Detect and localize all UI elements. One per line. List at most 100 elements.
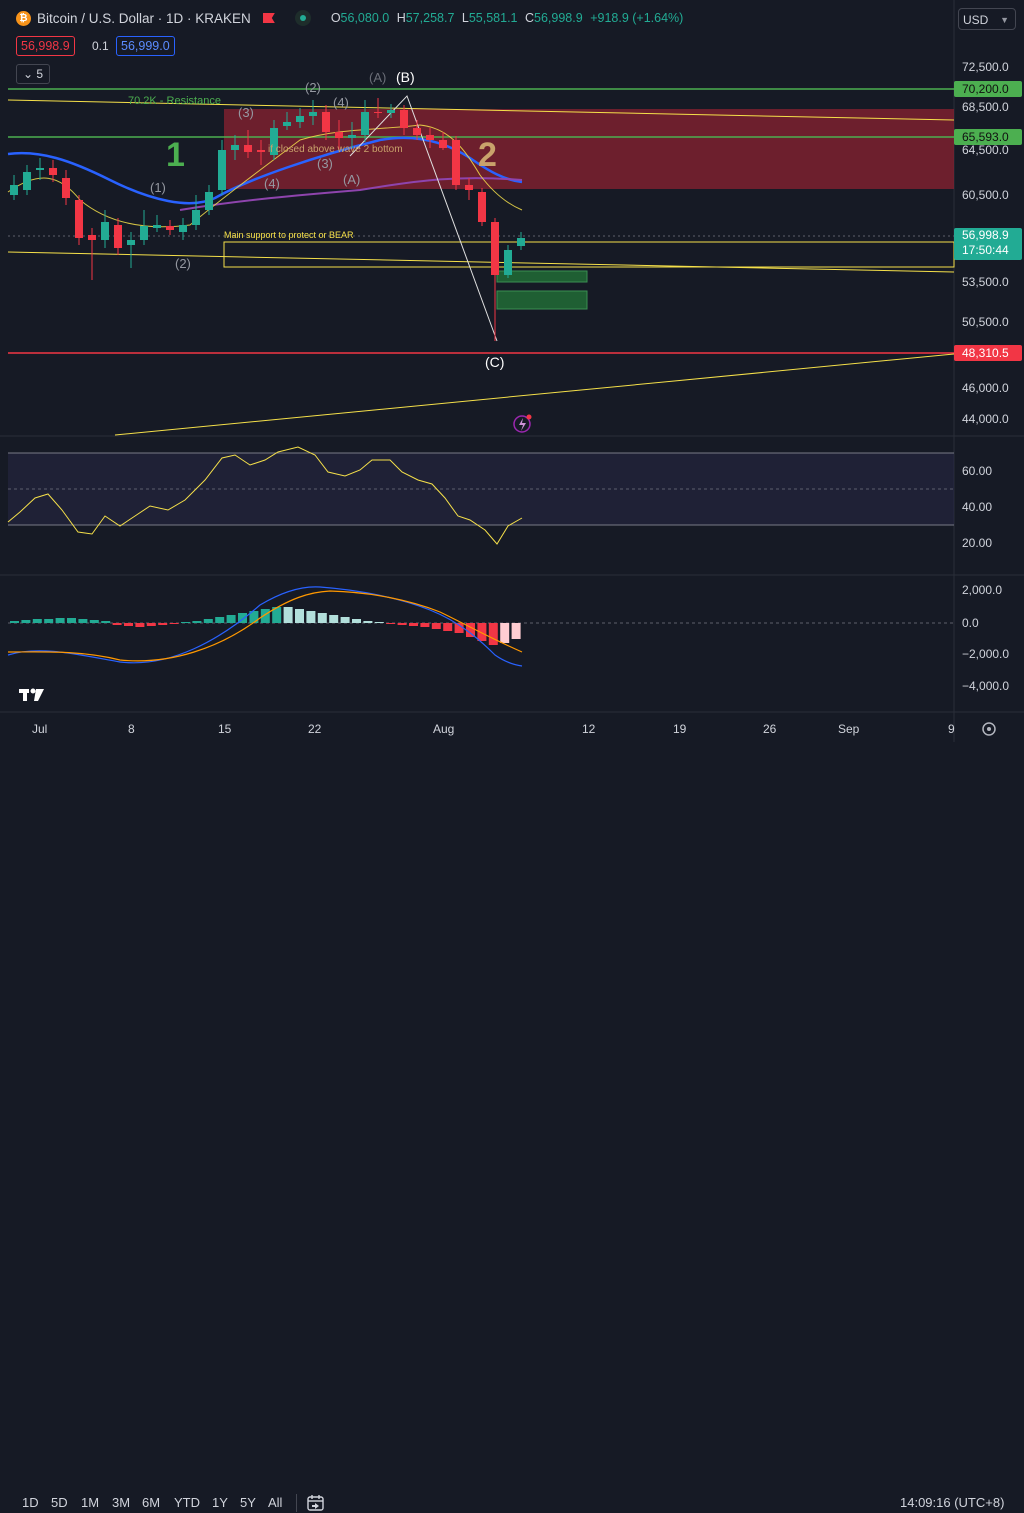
trendline-rising[interactable] [114,353,955,436]
candle-body[interactable] [348,135,356,138]
candle-body[interactable] [374,112,382,113]
macd-bar[interactable] [124,623,133,626]
candle-body[interactable] [478,192,486,222]
timeframe-1y[interactable]: 1Y [212,1495,228,1510]
macd-bar[interactable] [181,622,190,623]
macd-bar[interactable] [477,623,487,641]
macd-bar[interactable] [215,617,225,623]
macd-bar[interactable] [78,619,88,623]
trendline-top[interactable] [7,99,955,121]
candle-body[interactable] [192,210,200,225]
timeframe-all[interactable]: All [268,1495,283,1510]
macd-bar[interactable] [55,618,65,623]
trendline-bottom[interactable] [7,251,955,273]
currency-select[interactable]: USD ▼ [958,8,1016,30]
candle-body[interactable] [517,238,525,246]
candle-body[interactable] [10,185,18,195]
timeframe-1d[interactable]: 1D [22,1495,39,1510]
candle-body[interactable] [36,168,44,170]
candle-body[interactable] [309,112,317,116]
macd-bar[interactable] [397,623,407,625]
market-status-icon[interactable] [294,10,311,26]
candle-body[interactable] [101,222,109,240]
candle-body[interactable] [75,200,83,238]
candle-body[interactable] [452,140,460,185]
candle-body[interactable] [218,150,226,190]
elliott-wave-path[interactable] [349,95,498,342]
signal-line[interactable] [7,590,523,662]
buy-button[interactable]: 56,999.0 [116,36,175,56]
chart-canvas[interactable]: 70.2K - Resistance 1 2 if closed above w… [0,0,1024,742]
candle-body[interactable] [231,145,239,150]
candle-body[interactable] [439,140,447,148]
candle-body[interactable] [400,110,408,128]
macd-bar[interactable] [146,623,156,626]
candle-body[interactable] [166,226,174,230]
macd-bar[interactable] [158,623,168,625]
macd-bar[interactable] [249,611,259,623]
macd-bar[interactable] [192,621,202,623]
macd-bar[interactable] [89,620,99,623]
macd-bar[interactable] [409,623,418,626]
macd-bar[interactable] [44,619,54,623]
macd-bar[interactable] [374,622,384,623]
macd-bar[interactable] [67,618,76,623]
main-support-box[interactable] [223,241,955,268]
sell-button[interactable]: 56,998.9 [16,36,75,56]
candle-body[interactable] [270,128,278,155]
macd-bar[interactable] [295,609,304,623]
calendar-icon[interactable] [306,1493,326,1513]
timeframe-3m[interactable]: 3M [112,1495,131,1510]
macd-bar[interactable] [112,623,122,625]
timeframe-1m[interactable]: 1M [81,1495,100,1510]
macd-bar[interactable] [443,623,453,631]
ma-blue[interactable] [7,136,523,205]
macd-bar[interactable] [32,619,42,623]
candle-body[interactable] [114,225,122,248]
candle-body[interactable] [387,110,395,113]
candle-body[interactable] [257,150,265,152]
candle-body[interactable] [361,112,369,135]
candle-body[interactable] [283,122,291,126]
macd-bar[interactable] [386,623,396,624]
rsi-line[interactable] [7,446,523,545]
candle-body[interactable] [62,178,70,198]
macd-bar[interactable] [329,615,339,623]
candle-body[interactable] [335,132,343,138]
macd-bar[interactable] [317,613,327,623]
gear-icon[interactable] [982,722,996,736]
candle-body[interactable] [244,145,252,152]
macd-bar[interactable] [238,613,247,623]
macd-bar[interactable] [306,611,316,623]
macd-bar[interactable] [511,623,521,639]
candle-body[interactable] [140,226,148,240]
indicators-toggle[interactable]: ⌄ 5 [16,64,51,84]
macd-bar[interactable] [454,623,464,633]
macd-line[interactable] [7,586,523,667]
candlesticks[interactable] [10,98,525,341]
clock-timezone[interactable]: 14:09:16 (UTC+8) [900,1495,1005,1510]
candle-body[interactable] [413,128,421,135]
timeframe-ytd[interactable]: YTD [174,1495,200,1510]
candle-body[interactable] [465,185,473,190]
candle-body[interactable] [153,225,161,228]
flag-icon[interactable] [262,13,275,23]
timeframe-6m[interactable]: 6M [142,1495,161,1510]
demand-zone-2[interactable] [496,290,588,310]
timeframe-5y[interactable]: 5Y [240,1495,256,1510]
timeframe-5d[interactable]: 5D [51,1495,68,1510]
macd-bar[interactable] [283,607,293,623]
macd-bar[interactable] [352,619,361,623]
macd-bar[interactable] [420,623,430,627]
candle-body[interactable] [426,135,434,140]
candle-body[interactable] [205,192,213,210]
macd-bar[interactable] [135,623,145,627]
macd-bar[interactable] [488,623,498,645]
macd-bar[interactable] [101,621,111,623]
macd-bar[interactable] [340,617,350,623]
candle-body[interactable] [127,240,135,245]
macd-bar[interactable] [169,623,179,624]
macd-bar[interactable] [226,615,236,623]
macd-bar[interactable] [10,621,19,623]
ma-purple[interactable] [179,177,523,211]
